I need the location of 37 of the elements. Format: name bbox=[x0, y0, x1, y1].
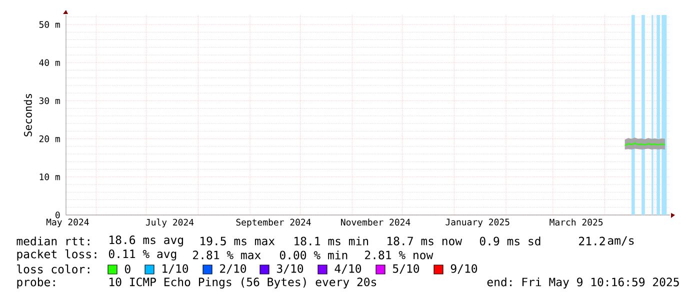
text: median rtt: bbox=[16, 236, 90, 246]
text: am/s bbox=[608, 236, 634, 246]
text: 18.6 ms avg bbox=[110, 236, 184, 246]
text: 1/10 bbox=[162, 264, 188, 274]
text: 0.00 % min bbox=[280, 250, 348, 260]
y-axis-title: Seconds bbox=[24, 94, 32, 136]
text: 4/10 bbox=[334, 264, 362, 274]
y-tick-label: 50 m bbox=[39, 21, 60, 28]
y-tick-label: 10 m bbox=[40, 174, 60, 180]
text: 5/10 bbox=[393, 264, 420, 274]
x-tick-label: September 2024 bbox=[236, 218, 311, 228]
text: 2.81 % now bbox=[365, 250, 434, 260]
text: 19.5 ms max bbox=[200, 236, 275, 246]
text: 0.11 % avg bbox=[108, 250, 176, 260]
text: 2.81 % max bbox=[193, 250, 261, 260]
text: 9/10 bbox=[450, 264, 478, 274]
text: loss color: bbox=[17, 264, 90, 274]
text: packet loss: bbox=[17, 249, 96, 261]
text: probe: bbox=[17, 277, 55, 289]
text: 0.9 ms sd bbox=[480, 236, 540, 246]
text: 10 ICMP Echo Pings (56 Bytes) every 20s bbox=[110, 277, 376, 289]
text: 0 bbox=[124, 264, 130, 274]
y-tick-label: 0 bbox=[56, 212, 60, 218]
y-tick-label: 20 m bbox=[39, 135, 60, 142]
text: end: Fri May 9 10:16:59 2025 bbox=[487, 277, 679, 289]
text: 18.7 ms now bbox=[388, 236, 462, 246]
y-tick-label: 30 m bbox=[39, 97, 60, 104]
text: 3/10 bbox=[276, 264, 304, 274]
x-tick-label: March 2025 bbox=[550, 218, 603, 226]
x-tick-label: November 2024 bbox=[341, 218, 410, 226]
text: 18.1 ms min bbox=[294, 236, 368, 246]
x-tick-label: July 2024 bbox=[146, 218, 194, 228]
y-tick-label: 40 m bbox=[39, 59, 60, 66]
text: 21.2 bbox=[579, 236, 605, 246]
x-tick-label: January 2025 bbox=[446, 218, 510, 228]
text: 2/10 bbox=[220, 264, 246, 274]
x-tick-label: May 2024 bbox=[46, 218, 89, 228]
